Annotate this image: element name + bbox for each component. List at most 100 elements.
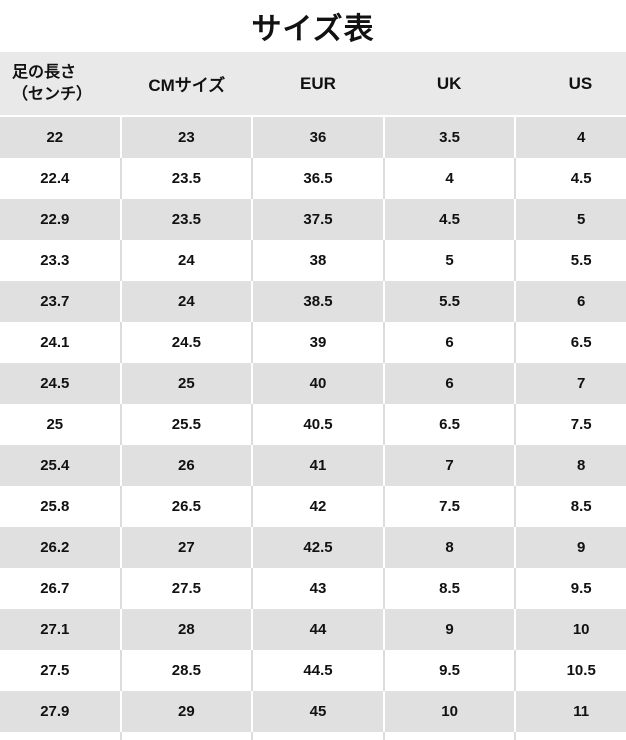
table-row: 22.9 23.5 37.5 4.5 5 [0,199,626,240]
cell-us: 9 [516,527,626,568]
cell-cm-size: 23.5 [121,158,252,199]
cell-us: 4.5 [516,158,626,199]
table-row: 25.4 26 41 7 8 [0,445,626,486]
page-title: サイズ表 [251,13,375,46]
cell-uk [384,732,515,740]
cell-foot-length: 22.4 [0,158,120,199]
cell-uk: 7 [384,445,515,486]
table-body: 22 23 36 3.5 4 22.4 23.5 36.5 4 4.5 22.9… [0,117,626,732]
cell-eur: 42 [253,486,383,527]
cell-foot-length: 22 [0,117,120,158]
table-row: 23.3 24 38 5 5.5 [0,240,626,281]
cell-us: 6 [516,281,626,322]
cell-us: 5 [516,199,626,240]
table-row: 27.9 29 45 10 11 [0,691,626,732]
cell-cm-size: 23.5 [121,199,252,240]
cell-foot-length: 27.5 [0,650,120,691]
cell-uk: 6 [384,363,515,404]
cell-us: 11 [516,691,626,732]
cell-eur: 39 [253,322,383,363]
cell-cm-size: 27 [121,527,252,568]
table-row: 27.1 28 44 9 10 [0,609,626,650]
cell-foot-length [0,732,120,740]
table-row: 26.7 27.5 43 8.5 9.5 [0,568,626,609]
cell-eur: 38.5 [253,281,383,322]
cell-cm-size: 28 [121,609,252,650]
cell-eur [253,732,383,740]
cell-uk: 9 [384,609,515,650]
cell-cm-size: 28.5 [121,650,252,691]
cell-cm-size: 27.5 [121,568,252,609]
cell-us: 7.5 [516,404,626,445]
cell-us: 4 [516,117,626,158]
size-table-inner: 足の長さ （センチ） CMサイズ EUR UK US 22 23 36 3.5 … [0,52,626,740]
cell-foot-length: 24.5 [0,363,120,404]
cell-eur: 40.5 [253,404,383,445]
cell-eur: 42.5 [253,527,383,568]
cell-uk: 5.5 [384,281,515,322]
cell-foot-length: 25.8 [0,486,120,527]
cell-eur: 45 [253,691,383,732]
cell-us: 10 [516,609,626,650]
cell-cm-size: 25.5 [121,404,252,445]
table-header-row: 足の長さ （センチ） CMサイズ EUR UK US [0,52,626,115]
table-row: 22.4 23.5 36.5 4 4.5 [0,158,626,199]
cell-uk: 6 [384,322,515,363]
cell-cm-size: 29 [121,691,252,732]
cell-eur: 43 [253,568,383,609]
table-row: 25 25.5 40.5 6.5 7.5 [0,404,626,445]
cell-uk: 6.5 [384,404,515,445]
table-row: 22 23 36 3.5 4 [0,117,626,158]
cell-us: 8 [516,445,626,486]
cell-us [516,732,626,740]
cell-foot-length: 24.1 [0,322,120,363]
cell-cm-size: 23 [121,117,252,158]
cell-us: 5.5 [516,240,626,281]
cell-us: 8.5 [516,486,626,527]
cell-foot-length: 23.7 [0,281,120,322]
cell-eur: 44 [253,609,383,650]
cell-us: 6.5 [516,322,626,363]
cell-uk: 8.5 [384,568,515,609]
cell-foot-length: 27.1 [0,609,120,650]
cell-cm-size [121,732,252,740]
cell-cm-size: 26 [121,445,252,486]
cell-eur: 38 [253,240,383,281]
cell-uk: 7.5 [384,486,515,527]
cell-cm-size: 26.5 [121,486,252,527]
cell-us: 9.5 [516,568,626,609]
cell-us: 7 [516,363,626,404]
cell-foot-length: 27.9 [0,691,120,732]
cell-us: 10.5 [516,650,626,691]
cell-eur: 36.5 [253,158,383,199]
column-header-eur: EUR [300,73,336,93]
cell-foot-length: 26.2 [0,527,120,568]
cell-cm-size: 24 [121,240,252,281]
table-row: 23.7 24 38.5 5.5 6 [0,281,626,322]
size-table: 足の長さ （センチ） CMサイズ EUR UK US 22 23 36 3.5 … [0,52,626,740]
cell-foot-length: 25.4 [0,445,120,486]
cell-cm-size: 24.5 [121,322,252,363]
cell-foot-length: 26.7 [0,568,120,609]
cell-foot-length: 22.9 [0,199,120,240]
column-header-cm-size: CMサイズ [148,76,226,95]
table-row: 24.1 24.5 39 6 6.5 [0,322,626,363]
cell-eur: 41 [253,445,383,486]
cell-uk: 8 [384,527,515,568]
cell-eur: 44.5 [253,650,383,691]
column-header-foot-length-line1: 足の長さ [12,63,77,81]
cell-uk: 5 [384,240,515,281]
cell-eur: 36 [253,117,383,158]
cell-uk: 3.5 [384,117,515,158]
table-row: 26.2 27 42.5 8 9 [0,527,626,568]
column-header-us: US [568,73,593,93]
cell-uk: 10 [384,691,515,732]
table-row-partial [0,732,626,740]
column-header-uk: UK [436,73,462,93]
cell-uk: 4 [384,158,515,199]
column-header-foot-length-line2: （センチ） [12,85,93,103]
cell-foot-length: 25 [0,404,120,445]
cell-uk: 4.5 [384,199,515,240]
cell-uk: 9.5 [384,650,515,691]
column-header-foot-length: 足の長さ （センチ） [0,52,121,115]
